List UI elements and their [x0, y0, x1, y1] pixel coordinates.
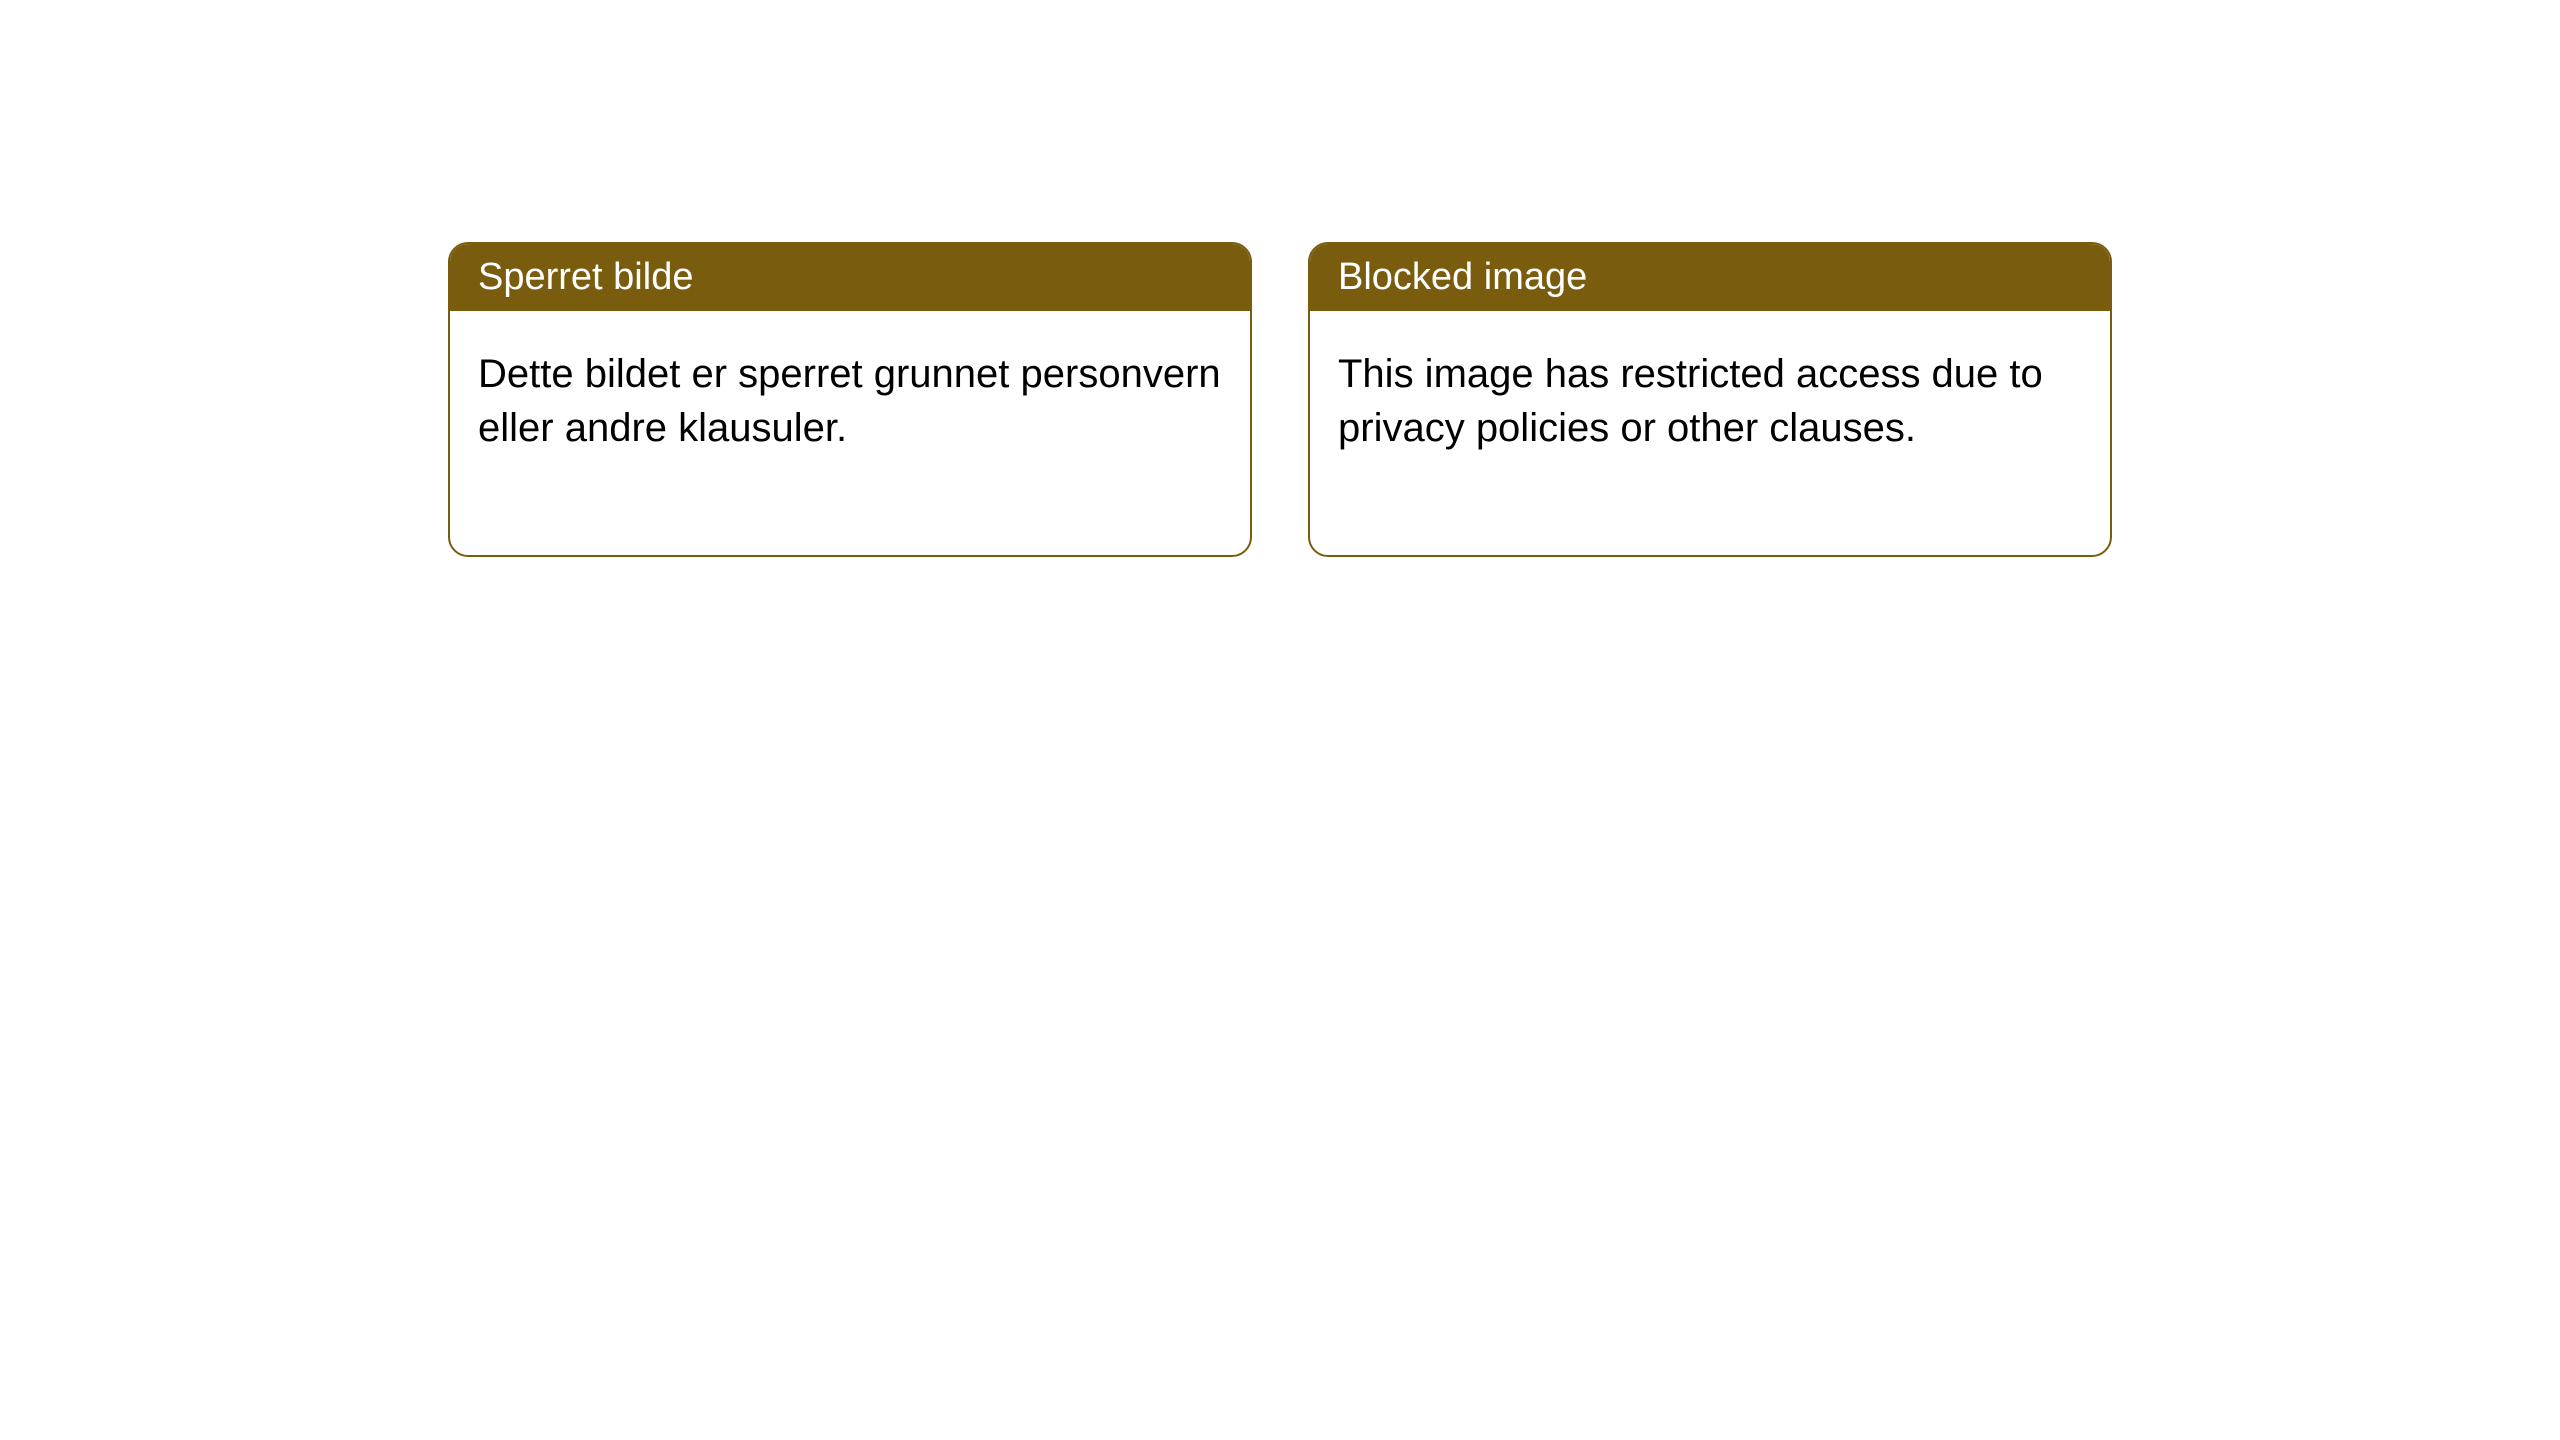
card-body: Dette bildet er sperret grunnet personve…	[450, 311, 1250, 555]
card-header: Blocked image	[1310, 244, 2110, 311]
card-title: Blocked image	[1338, 256, 1587, 298]
card-body: This image has restricted access due to …	[1310, 311, 2110, 555]
card-body-text: Dette bildet er sperret grunnet personve…	[478, 352, 1221, 450]
notice-card-english: Blocked image This image has restricted …	[1308, 242, 2112, 557]
card-header: Sperret bilde	[450, 244, 1250, 311]
card-body-text: This image has restricted access due to …	[1338, 352, 2043, 450]
card-title: Sperret bilde	[478, 256, 693, 298]
notice-card-norwegian: Sperret bilde Dette bildet er sperret gr…	[448, 242, 1252, 557]
notice-cards-container: Sperret bilde Dette bildet er sperret gr…	[0, 0, 2560, 557]
